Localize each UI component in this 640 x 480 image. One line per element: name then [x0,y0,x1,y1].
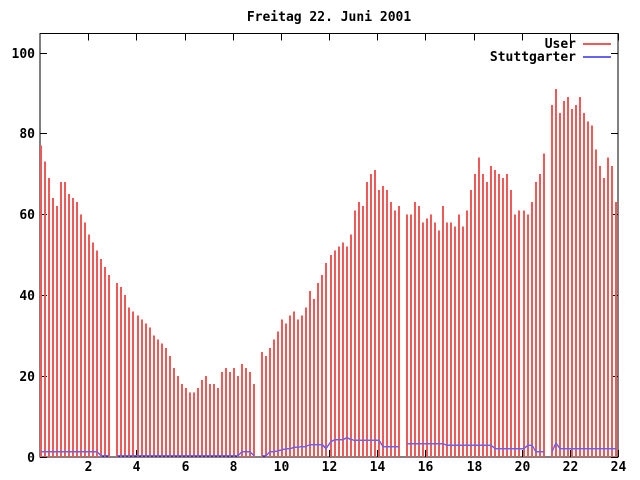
x-tick-label: 12 [322,460,338,475]
x-tick-label: 20 [515,460,531,475]
legend-label-user: User [545,37,576,52]
y-tick-label: 80 [19,127,35,142]
y-tick-label: 100 [12,47,36,62]
bars-layer [40,88,617,457]
legend-label-stuttgarter: Stuttgarter [490,50,576,65]
x-tick-label: 10 [274,460,290,475]
x-tick-label: 22 [563,460,579,475]
line-series [262,436,399,457]
x-tick-label: 6 [182,460,190,475]
line-layer [41,436,616,457]
y-tick-label: 20 [19,370,35,385]
y-tick-label: 40 [19,289,35,304]
line-series [551,441,616,453]
y-tick-label: 60 [19,208,35,223]
legend: User Stuttgarter [490,37,611,65]
x-tick-label: 14 [370,460,386,475]
x-tick-label: 16 [418,460,434,475]
chart-title: Freitag 22. Juni 2001 [247,10,412,25]
x-tick-label: 24 [611,460,627,475]
y-tick-label: 0 [27,451,35,466]
line-series [41,450,109,457]
line-series [407,442,544,453]
line-series [117,450,255,457]
x-tick-label: 2 [85,460,93,475]
x-tick-label: 4 [133,460,141,475]
x-tick-label: 8 [230,460,238,475]
x-tick-label: 18 [467,460,483,475]
